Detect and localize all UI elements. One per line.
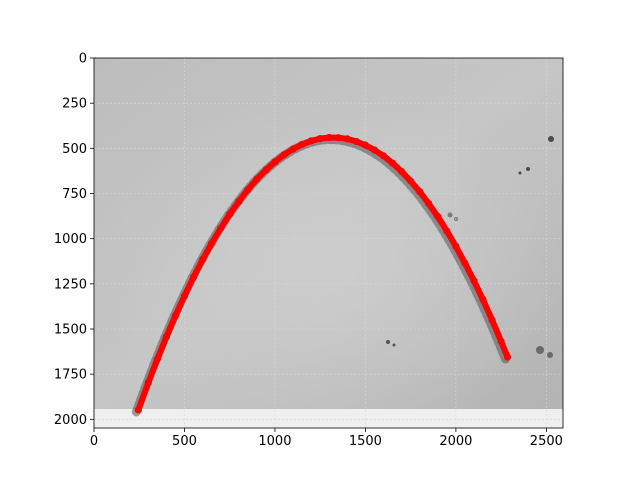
axes: 0 500 1000 1500 2000 2500 0 250 500 750 1000 1250 15… (54, 52, 564, 449)
data-point (271, 158, 279, 166)
data-point (503, 353, 512, 361)
data-point (425, 200, 433, 208)
data-point (343, 135, 351, 143)
data-point (479, 296, 487, 304)
data-point (334, 134, 342, 142)
plot-blank-strip (94, 409, 563, 428)
data-point (208, 239, 216, 247)
y-tick-label: 1750 (54, 368, 87, 383)
data-point (189, 273, 198, 281)
x-tick-label: 1000 (258, 434, 291, 449)
x-tick-label: 1500 (349, 434, 382, 449)
axes-frame (93, 57, 564, 429)
data-point (280, 151, 288, 159)
y-tick-label: 1000 (54, 232, 87, 247)
data-point (153, 355, 161, 363)
x-tick-label: 2500 (530, 434, 563, 449)
data-point (361, 141, 369, 149)
data-point (443, 227, 451, 235)
data-point (171, 312, 179, 320)
data-point (370, 146, 379, 154)
data-point (389, 159, 397, 167)
data-point (407, 177, 415, 185)
data-point (470, 277, 478, 285)
data-point (398, 167, 406, 176)
data-point (434, 213, 442, 221)
data-point (134, 406, 142, 414)
data-point (253, 175, 261, 183)
photo-specks (386, 136, 554, 358)
data-point (199, 256, 207, 264)
x-tick-label: 500 (172, 434, 197, 449)
data-point (497, 337, 505, 345)
plot-background-glow (94, 58, 563, 409)
data-point (144, 379, 152, 387)
y-tick-label: 1250 (54, 277, 87, 292)
data-point (325, 133, 333, 142)
data-point (461, 259, 469, 267)
data-point (289, 145, 297, 153)
data-point (244, 186, 252, 194)
data-point (307, 137, 315, 145)
data-point (488, 316, 496, 324)
x-tick-label: 0 (90, 434, 98, 449)
series-points (134, 133, 512, 414)
data-point (452, 242, 460, 250)
data-point (262, 166, 270, 174)
y-tick-label: 750 (62, 187, 87, 202)
y-tick-label: 2000 (54, 413, 87, 428)
data-point (298, 140, 306, 148)
y-tick-label: 1500 (54, 322, 87, 337)
data-point (226, 210, 234, 218)
data-point (217, 224, 225, 232)
data-point (162, 333, 170, 341)
data-point (352, 137, 360, 146)
y-tick-label: 0 (79, 52, 87, 67)
data-point (416, 188, 424, 196)
data-point (316, 135, 324, 143)
x-tick-label: 2000 (439, 434, 472, 449)
data-point (235, 197, 243, 205)
data-point (379, 152, 388, 160)
y-tick-label: 500 (62, 142, 87, 157)
y-tick-label: 250 (62, 97, 87, 112)
data-point (180, 292, 189, 300)
